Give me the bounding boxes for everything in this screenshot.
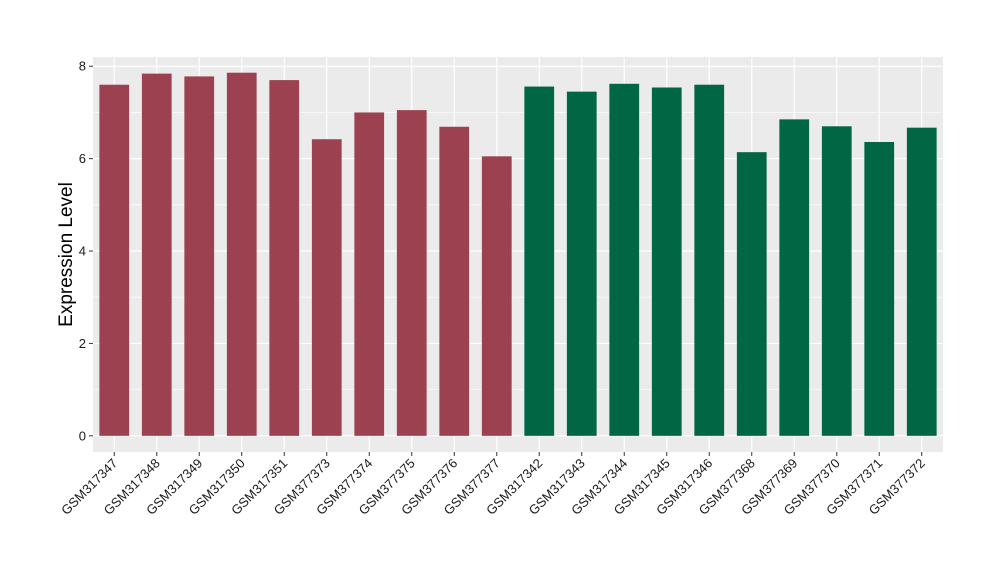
y-axis: 0 2 4 6 8 <box>79 59 93 443</box>
y-tick-label: 6 <box>79 151 86 166</box>
y-axis-title: Expression Level <box>56 182 77 327</box>
bar-GSM317349 <box>184 76 215 436</box>
bar-GSM317347 <box>99 84 130 436</box>
bar-GSM317350 <box>226 72 257 436</box>
bar-GSM377375 <box>396 110 427 436</box>
bar-GSM317342 <box>524 86 555 436</box>
bar-GSM377373 <box>311 139 342 436</box>
x-axis: GSM317347GSM317348GSM317349GSM317350GSM3… <box>58 452 928 518</box>
bar-GSM317343 <box>566 91 597 436</box>
bar-GSM377370 <box>821 126 852 436</box>
bar-GSM377376 <box>439 126 470 436</box>
bar-GSM317348 <box>141 73 172 436</box>
y-tick-label: 2 <box>79 336 86 351</box>
bars <box>99 72 937 436</box>
bar-GSM377371 <box>864 142 895 436</box>
bar-GSM377377 <box>481 156 512 436</box>
y-tick-label: 8 <box>79 59 86 74</box>
y-tick-label: 0 <box>79 428 86 443</box>
y-tick-label: 4 <box>79 244 86 259</box>
plot-panel <box>93 57 943 452</box>
bar-GSM377372 <box>906 127 937 436</box>
bar-GSM317344 <box>609 83 640 436</box>
bar-GSM317345 <box>651 87 682 436</box>
bar-GSM377374 <box>354 112 385 436</box>
bar-GSM317351 <box>269 80 300 436</box>
bar-GSM317346 <box>694 84 725 436</box>
bar-GSM377369 <box>779 119 810 436</box>
bar-GSM377368 <box>736 152 767 436</box>
